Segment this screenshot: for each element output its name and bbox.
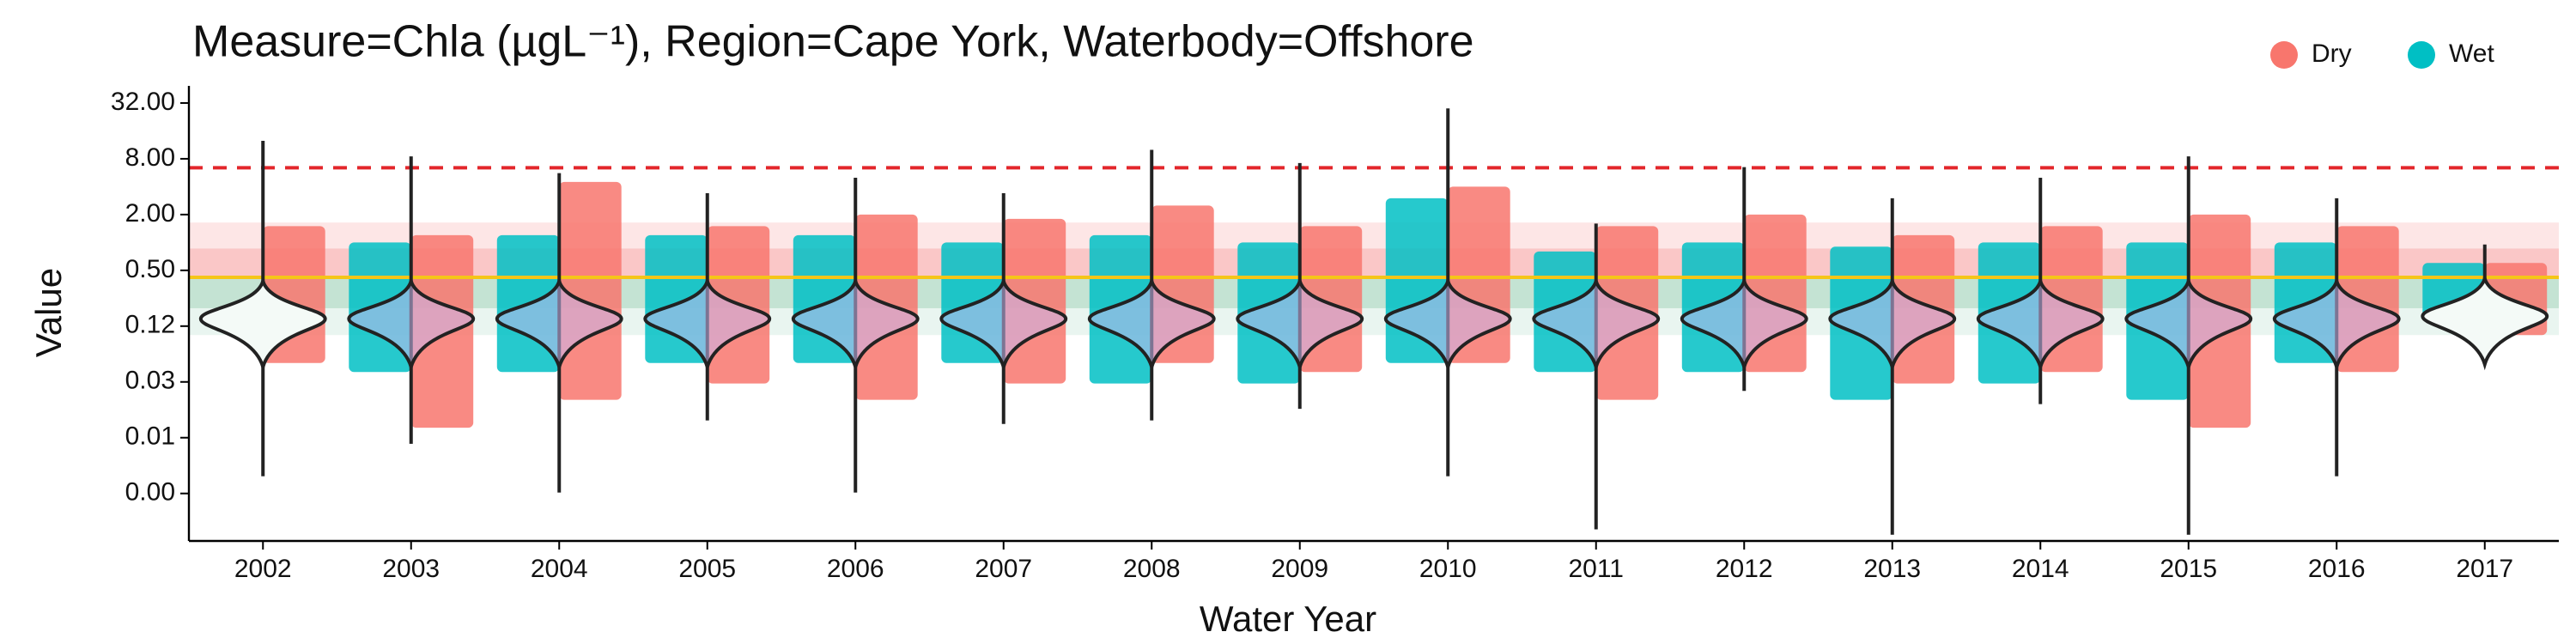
x-tick-label: 2012 xyxy=(1716,555,1773,583)
y-tick-label: 0.50 xyxy=(125,255,175,283)
violin-body xyxy=(2272,275,2401,374)
violin-body xyxy=(1383,275,1512,374)
y-tick-label: 0.00 xyxy=(125,478,175,507)
x-tick-label: 2014 xyxy=(2012,555,2069,583)
y-axis-label: Value xyxy=(28,268,69,357)
x-tick-label: 2008 xyxy=(1123,555,1181,583)
violin-body xyxy=(791,275,920,374)
y-tick-label: 8.00 xyxy=(125,143,175,172)
violin-body xyxy=(1976,275,2105,374)
violin-body xyxy=(1680,275,1808,374)
x-tick-label: 2007 xyxy=(975,555,1032,583)
violin-body xyxy=(198,275,327,374)
legend-swatch xyxy=(2408,41,2435,69)
x-tick-label: 2017 xyxy=(2456,555,2513,583)
y-tick-label: 2.00 xyxy=(125,199,175,228)
violin-body xyxy=(1236,275,1364,374)
x-tick-label: 2015 xyxy=(2160,555,2217,583)
x-tick-label: 2003 xyxy=(382,555,440,583)
legend-label: Wet xyxy=(2449,39,2494,68)
x-tick-label: 2009 xyxy=(1271,555,1328,583)
x-tick-label: 2016 xyxy=(2308,555,2366,583)
violin-body xyxy=(939,275,1068,374)
x-tick-label: 2010 xyxy=(1419,555,1477,583)
violin-body xyxy=(2421,272,2549,371)
y-tick-label: 32.00 xyxy=(111,88,175,116)
violin-body xyxy=(643,275,772,374)
violin-body xyxy=(1532,275,1661,374)
legend-label: Dry xyxy=(2312,39,2352,68)
x-tick-label: 2011 xyxy=(1568,555,1624,583)
point-cloud xyxy=(559,181,622,400)
y-tick-label: 0.12 xyxy=(125,311,175,339)
violin-body xyxy=(1087,275,1216,374)
y-tick-label: 0.01 xyxy=(125,422,175,451)
x-tick-label: 2005 xyxy=(678,555,736,583)
legend-swatch xyxy=(2270,41,2298,69)
x-axis-label: Water Year xyxy=(1200,598,1376,639)
chart-title: Measure=Chla (µgL⁻¹), Region=Cape York, … xyxy=(192,17,1474,67)
violin-body xyxy=(495,275,623,374)
y-tick-label: 0.03 xyxy=(125,367,175,395)
x-tick-label: 2004 xyxy=(531,555,588,583)
violin-body xyxy=(347,275,476,374)
violin-body xyxy=(2124,275,2253,374)
violin-body xyxy=(1828,275,1957,374)
x-tick-label: 2006 xyxy=(827,555,884,583)
x-tick-label: 2002 xyxy=(234,555,292,583)
x-tick-label: 2013 xyxy=(1863,555,1921,583)
